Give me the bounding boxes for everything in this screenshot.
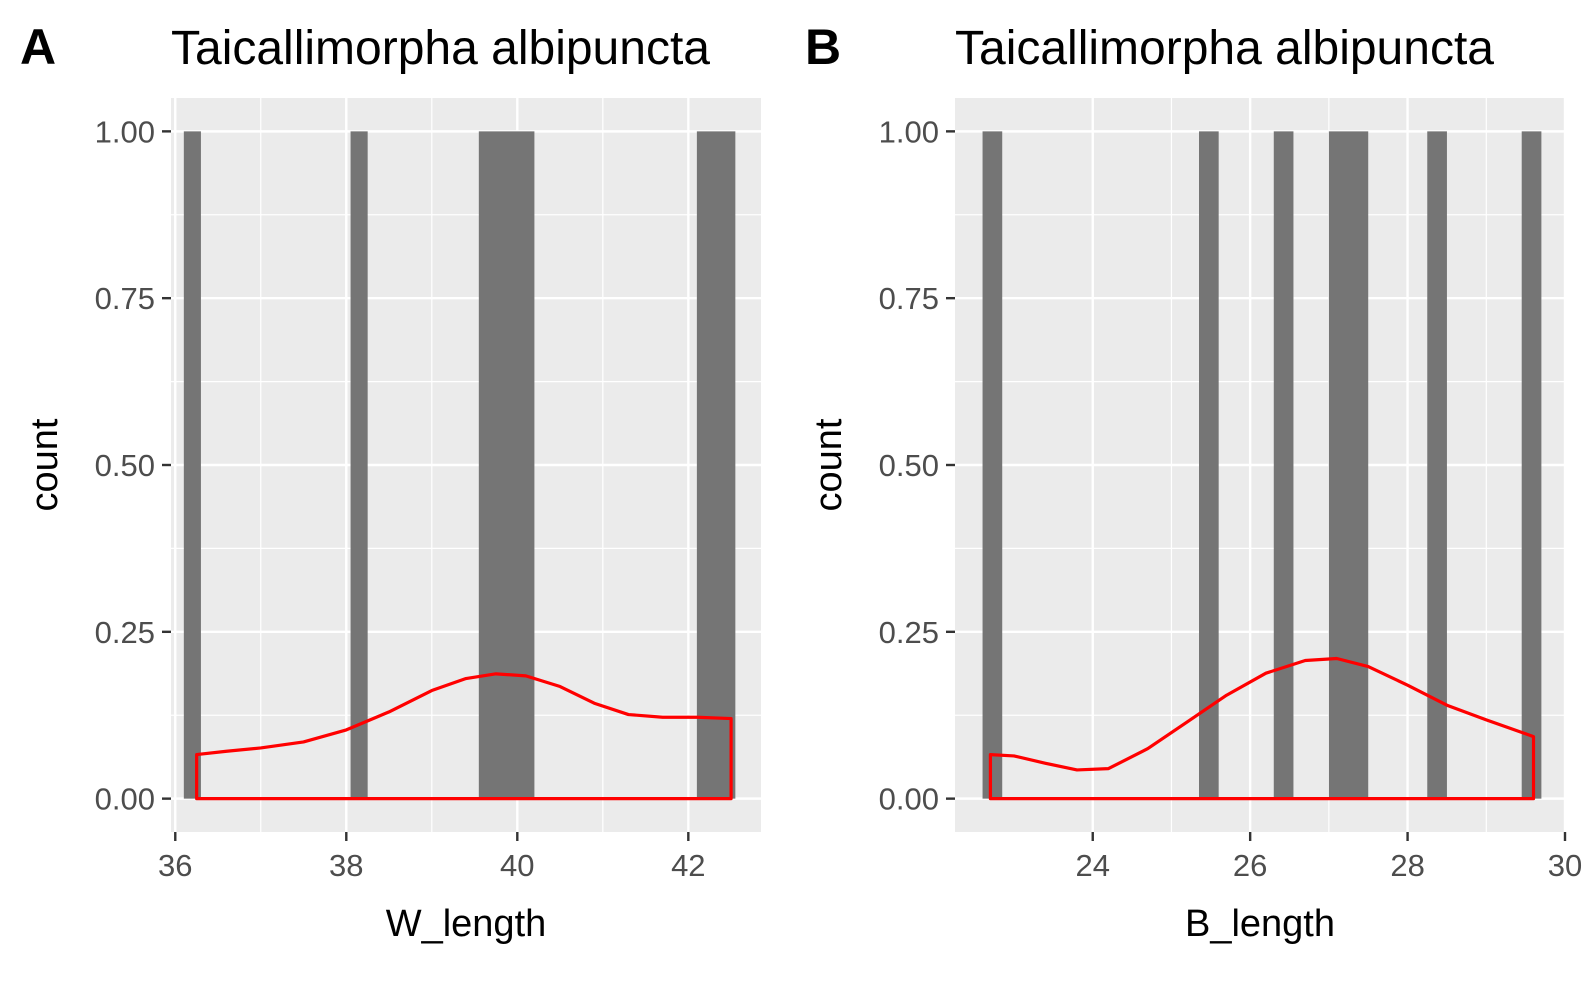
histogram-bar: [1328, 131, 1369, 799]
histogram-bar: [350, 131, 368, 799]
y-tick-label: 0.75: [95, 281, 155, 316]
y-axis-label: count: [808, 418, 850, 511]
y-tick-label: 1.00: [95, 114, 155, 149]
y-tick-label: 0.00: [95, 782, 155, 817]
y-tick-label: 1.00: [879, 114, 939, 149]
histogram-bar: [982, 131, 1003, 799]
x-tick-label: 26: [1233, 848, 1267, 883]
y-tick-label: 0.25: [879, 615, 939, 650]
x-tick-label: 40: [500, 848, 534, 883]
histogram-bar: [696, 131, 736, 799]
chart-title: Taicallimorpha albipuncta: [955, 22, 1494, 75]
histogram-bar: [1521, 131, 1542, 799]
y-tick-label: 0.50: [879, 448, 939, 483]
panel-b: 0.00 0.25 0.50 0.75 1.00 24 26 28 30 B_length coun…: [805, 19, 1582, 945]
histogram-bar: [478, 131, 535, 799]
histogram-bar: [1427, 131, 1447, 799]
density-curve: [988, 656, 1536, 801]
x-tick-label: 42: [671, 848, 705, 883]
panel-tag: A: [20, 19, 56, 75]
x-tick-label: 38: [329, 848, 363, 883]
x-tick-label: 28: [1390, 848, 1424, 883]
panel-a: 0.00 0.25 0.50 0.75 1.00 36 38 40 42 W_length coun…: [20, 19, 761, 945]
y-tick-label: 0.50: [95, 448, 155, 483]
x-tick-label: 36: [158, 848, 192, 883]
x-axis-label: B_length: [1185, 903, 1335, 945]
histogram-bar: [1199, 131, 1219, 799]
histogram-bar: [1273, 131, 1294, 799]
x-tick-label: 30: [1548, 848, 1582, 883]
density-curve: [195, 672, 733, 801]
x-tick-label: 24: [1075, 848, 1109, 883]
x-axis-label: W_length: [386, 903, 547, 945]
histogram-bar: [183, 131, 201, 799]
y-axis-label: count: [24, 418, 66, 511]
chart-title: Taicallimorpha albipuncta: [171, 22, 710, 75]
y-tick-label: 0.75: [879, 281, 939, 316]
y-tick-label: 0.00: [879, 782, 939, 817]
y-tick-label: 0.25: [95, 615, 155, 650]
panel-tag: B: [805, 19, 841, 75]
